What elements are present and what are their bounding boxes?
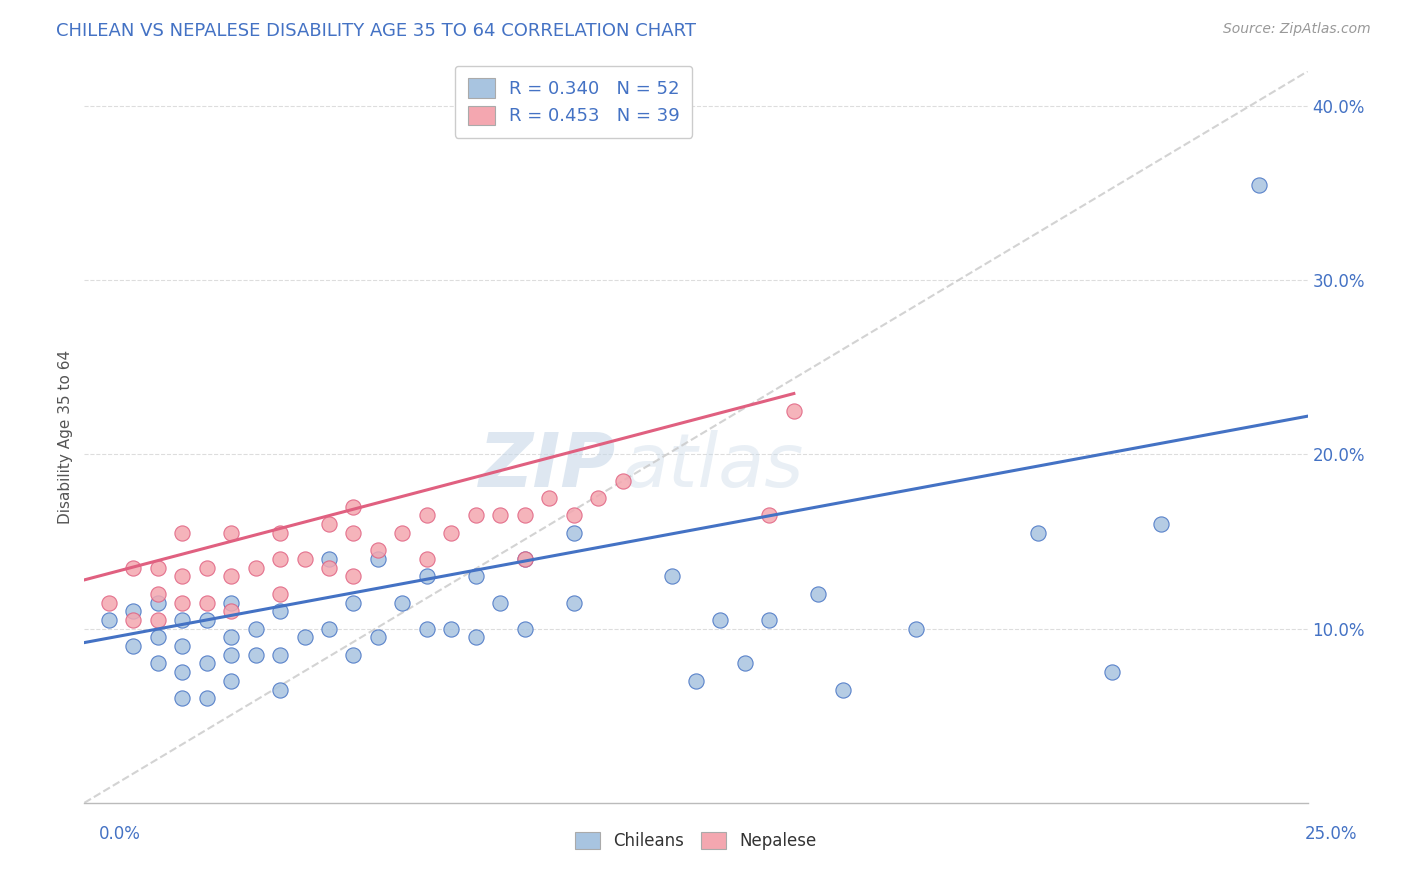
Point bbox=[342, 525, 364, 540]
Point bbox=[146, 657, 169, 671]
Point bbox=[807, 587, 830, 601]
Point bbox=[318, 560, 340, 574]
Point bbox=[562, 595, 585, 609]
Point bbox=[195, 595, 218, 609]
Point bbox=[1150, 517, 1173, 532]
Point bbox=[146, 595, 169, 609]
Point bbox=[269, 648, 291, 662]
Point bbox=[219, 631, 242, 645]
Point bbox=[97, 595, 120, 609]
Point bbox=[562, 525, 585, 540]
Point bbox=[219, 525, 242, 540]
Point bbox=[269, 604, 291, 618]
Point bbox=[195, 613, 218, 627]
Point bbox=[172, 525, 194, 540]
Point bbox=[734, 657, 756, 671]
Legend: Chileans, Nepalese: Chileans, Nepalese bbox=[568, 825, 824, 856]
Point bbox=[513, 508, 536, 523]
Point bbox=[195, 691, 218, 706]
Text: 25.0%: 25.0% bbox=[1305, 825, 1357, 843]
Point bbox=[758, 508, 780, 523]
Point bbox=[172, 691, 194, 706]
Y-axis label: Disability Age 35 to 64: Disability Age 35 to 64 bbox=[58, 350, 73, 524]
Point bbox=[219, 595, 242, 609]
Point bbox=[440, 622, 463, 636]
Point bbox=[538, 491, 561, 505]
Point bbox=[172, 639, 194, 653]
Point bbox=[464, 569, 486, 583]
Point bbox=[391, 595, 413, 609]
Point bbox=[464, 631, 486, 645]
Point bbox=[685, 673, 707, 688]
Point bbox=[367, 552, 389, 566]
Point bbox=[391, 525, 413, 540]
Point bbox=[342, 500, 364, 514]
Point bbox=[562, 508, 585, 523]
Point bbox=[172, 569, 194, 583]
Point bbox=[783, 404, 806, 418]
Point bbox=[513, 622, 536, 636]
Point bbox=[661, 569, 683, 583]
Point bbox=[122, 639, 145, 653]
Point bbox=[294, 631, 316, 645]
Text: ZIP: ZIP bbox=[479, 430, 616, 503]
Point bbox=[758, 613, 780, 627]
Point bbox=[269, 682, 291, 697]
Text: Source: ZipAtlas.com: Source: ZipAtlas.com bbox=[1223, 22, 1371, 37]
Point bbox=[1247, 178, 1270, 192]
Point bbox=[1101, 665, 1123, 680]
Point bbox=[905, 622, 928, 636]
Point bbox=[245, 622, 267, 636]
Point bbox=[709, 613, 731, 627]
Point bbox=[342, 648, 364, 662]
Point bbox=[172, 595, 194, 609]
Point bbox=[269, 525, 291, 540]
Point bbox=[1028, 525, 1050, 540]
Point bbox=[464, 508, 486, 523]
Point bbox=[367, 543, 389, 558]
Point bbox=[586, 491, 609, 505]
Point bbox=[342, 595, 364, 609]
Point bbox=[219, 569, 242, 583]
Point bbox=[489, 508, 512, 523]
Point bbox=[318, 552, 340, 566]
Point bbox=[269, 552, 291, 566]
Point bbox=[245, 648, 267, 662]
Point bbox=[97, 613, 120, 627]
Point bbox=[195, 657, 218, 671]
Point bbox=[294, 552, 316, 566]
Text: atlas: atlas bbox=[623, 430, 804, 502]
Point bbox=[269, 587, 291, 601]
Point bbox=[245, 560, 267, 574]
Point bbox=[342, 569, 364, 583]
Point bbox=[172, 613, 194, 627]
Point bbox=[146, 560, 169, 574]
Point bbox=[440, 525, 463, 540]
Point bbox=[416, 508, 439, 523]
Point bbox=[612, 474, 634, 488]
Point bbox=[219, 648, 242, 662]
Point bbox=[489, 595, 512, 609]
Point bbox=[318, 622, 340, 636]
Point bbox=[146, 613, 169, 627]
Point bbox=[195, 560, 218, 574]
Text: CHILEAN VS NEPALESE DISABILITY AGE 35 TO 64 CORRELATION CHART: CHILEAN VS NEPALESE DISABILITY AGE 35 TO… bbox=[56, 22, 696, 40]
Point bbox=[318, 517, 340, 532]
Point bbox=[831, 682, 853, 697]
Point bbox=[172, 665, 194, 680]
Point bbox=[146, 587, 169, 601]
Point bbox=[513, 552, 536, 566]
Point bbox=[416, 552, 439, 566]
Point bbox=[122, 613, 145, 627]
Point bbox=[416, 569, 439, 583]
Point bbox=[513, 552, 536, 566]
Point bbox=[146, 631, 169, 645]
Text: 0.0%: 0.0% bbox=[98, 825, 141, 843]
Point bbox=[219, 604, 242, 618]
Point bbox=[122, 604, 145, 618]
Point bbox=[122, 560, 145, 574]
Point bbox=[219, 673, 242, 688]
Point bbox=[416, 622, 439, 636]
Point bbox=[367, 631, 389, 645]
